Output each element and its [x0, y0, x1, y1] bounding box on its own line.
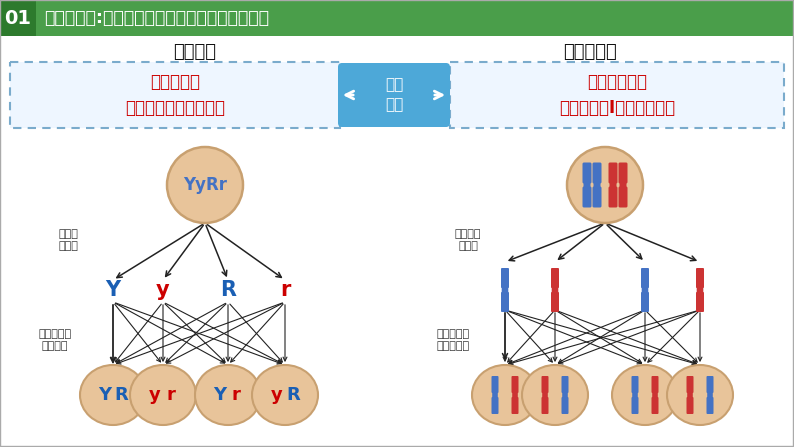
FancyBboxPatch shape — [696, 268, 704, 288]
FancyBboxPatch shape — [641, 268, 649, 288]
Text: y: y — [149, 386, 161, 404]
FancyBboxPatch shape — [551, 268, 559, 288]
FancyBboxPatch shape — [696, 287, 703, 293]
FancyBboxPatch shape — [584, 181, 591, 189]
Polygon shape — [434, 71, 446, 119]
FancyBboxPatch shape — [631, 397, 638, 414]
FancyBboxPatch shape — [542, 376, 549, 393]
FancyBboxPatch shape — [511, 397, 518, 414]
Text: 非同源染色
体自由组合: 非同源染色 体自由组合 — [437, 329, 469, 351]
FancyBboxPatch shape — [619, 163, 627, 184]
Ellipse shape — [472, 365, 538, 425]
Text: R: R — [114, 386, 128, 404]
FancyBboxPatch shape — [491, 397, 499, 414]
Text: 在减数分裂Ⅰ后期自由组合: 在减数分裂Ⅰ后期自由组合 — [559, 99, 675, 117]
Ellipse shape — [195, 365, 261, 425]
Text: r: r — [232, 386, 241, 404]
FancyBboxPatch shape — [631, 376, 638, 393]
Text: Y: Y — [106, 280, 121, 300]
FancyBboxPatch shape — [561, 376, 569, 393]
FancyBboxPatch shape — [707, 376, 714, 393]
FancyBboxPatch shape — [641, 292, 649, 312]
FancyBboxPatch shape — [551, 292, 559, 312]
Ellipse shape — [667, 365, 733, 425]
Text: 行为: 行为 — [385, 77, 403, 93]
Text: 在形成配子时自由组合: 在形成配子时自由组合 — [125, 99, 225, 117]
Text: 萨顿的假说:萨顿将基因与染色体的行为进行比较: 萨顿的假说:萨顿将基因与染色体的行为进行比较 — [44, 9, 269, 27]
FancyBboxPatch shape — [610, 181, 616, 189]
FancyBboxPatch shape — [652, 376, 658, 393]
FancyBboxPatch shape — [492, 392, 498, 398]
FancyBboxPatch shape — [562, 392, 568, 398]
FancyBboxPatch shape — [696, 292, 704, 312]
FancyBboxPatch shape — [619, 186, 627, 207]
Text: Y: Y — [98, 386, 112, 404]
FancyBboxPatch shape — [608, 186, 618, 207]
FancyBboxPatch shape — [593, 181, 600, 189]
FancyBboxPatch shape — [561, 397, 569, 414]
FancyBboxPatch shape — [642, 287, 648, 293]
FancyBboxPatch shape — [619, 181, 626, 189]
Text: 等位基
因分离: 等位基 因分离 — [58, 229, 78, 251]
FancyBboxPatch shape — [687, 376, 693, 393]
FancyBboxPatch shape — [687, 392, 693, 398]
Text: 染色体行为: 染色体行为 — [563, 43, 617, 61]
Text: y: y — [271, 386, 283, 404]
Text: 01: 01 — [5, 8, 32, 28]
Ellipse shape — [80, 365, 146, 425]
FancyBboxPatch shape — [338, 63, 450, 127]
Ellipse shape — [252, 365, 318, 425]
Text: 非同源染色体: 非同源染色体 — [587, 73, 647, 91]
FancyBboxPatch shape — [542, 392, 548, 398]
FancyBboxPatch shape — [583, 186, 592, 207]
Bar — [0, 0, 794, 36]
FancyBboxPatch shape — [707, 397, 714, 414]
Ellipse shape — [567, 147, 643, 223]
Text: y: y — [156, 280, 170, 300]
FancyBboxPatch shape — [450, 62, 784, 128]
FancyBboxPatch shape — [552, 287, 558, 293]
FancyBboxPatch shape — [632, 392, 638, 398]
FancyBboxPatch shape — [10, 62, 340, 128]
Text: 非等位基因
自由组合: 非等位基因 自由组合 — [38, 329, 71, 351]
Text: r: r — [167, 386, 175, 404]
FancyBboxPatch shape — [512, 392, 518, 398]
FancyBboxPatch shape — [501, 268, 509, 288]
Text: 非等位基因: 非等位基因 — [150, 73, 200, 91]
FancyBboxPatch shape — [592, 186, 602, 207]
Ellipse shape — [167, 147, 243, 223]
FancyBboxPatch shape — [511, 376, 518, 393]
FancyBboxPatch shape — [707, 392, 713, 398]
Text: 基因行为: 基因行为 — [174, 43, 217, 61]
Ellipse shape — [522, 365, 588, 425]
Text: R: R — [220, 280, 236, 300]
Bar — [0, 0, 36, 36]
FancyBboxPatch shape — [608, 163, 618, 184]
Text: 变化: 变化 — [385, 97, 403, 113]
FancyBboxPatch shape — [592, 163, 602, 184]
Text: r: r — [279, 280, 290, 300]
Text: YyRr: YyRr — [183, 176, 227, 194]
Text: 同源染色
体分离: 同源染色 体分离 — [455, 229, 481, 251]
Ellipse shape — [612, 365, 678, 425]
FancyBboxPatch shape — [687, 397, 693, 414]
Text: R: R — [286, 386, 300, 404]
FancyBboxPatch shape — [542, 397, 549, 414]
Text: Y: Y — [214, 386, 226, 404]
Ellipse shape — [130, 365, 196, 425]
FancyBboxPatch shape — [583, 163, 592, 184]
FancyBboxPatch shape — [502, 287, 508, 293]
FancyBboxPatch shape — [491, 376, 499, 393]
FancyBboxPatch shape — [501, 292, 509, 312]
FancyBboxPatch shape — [652, 392, 657, 398]
Polygon shape — [342, 71, 354, 119]
FancyBboxPatch shape — [652, 397, 658, 414]
